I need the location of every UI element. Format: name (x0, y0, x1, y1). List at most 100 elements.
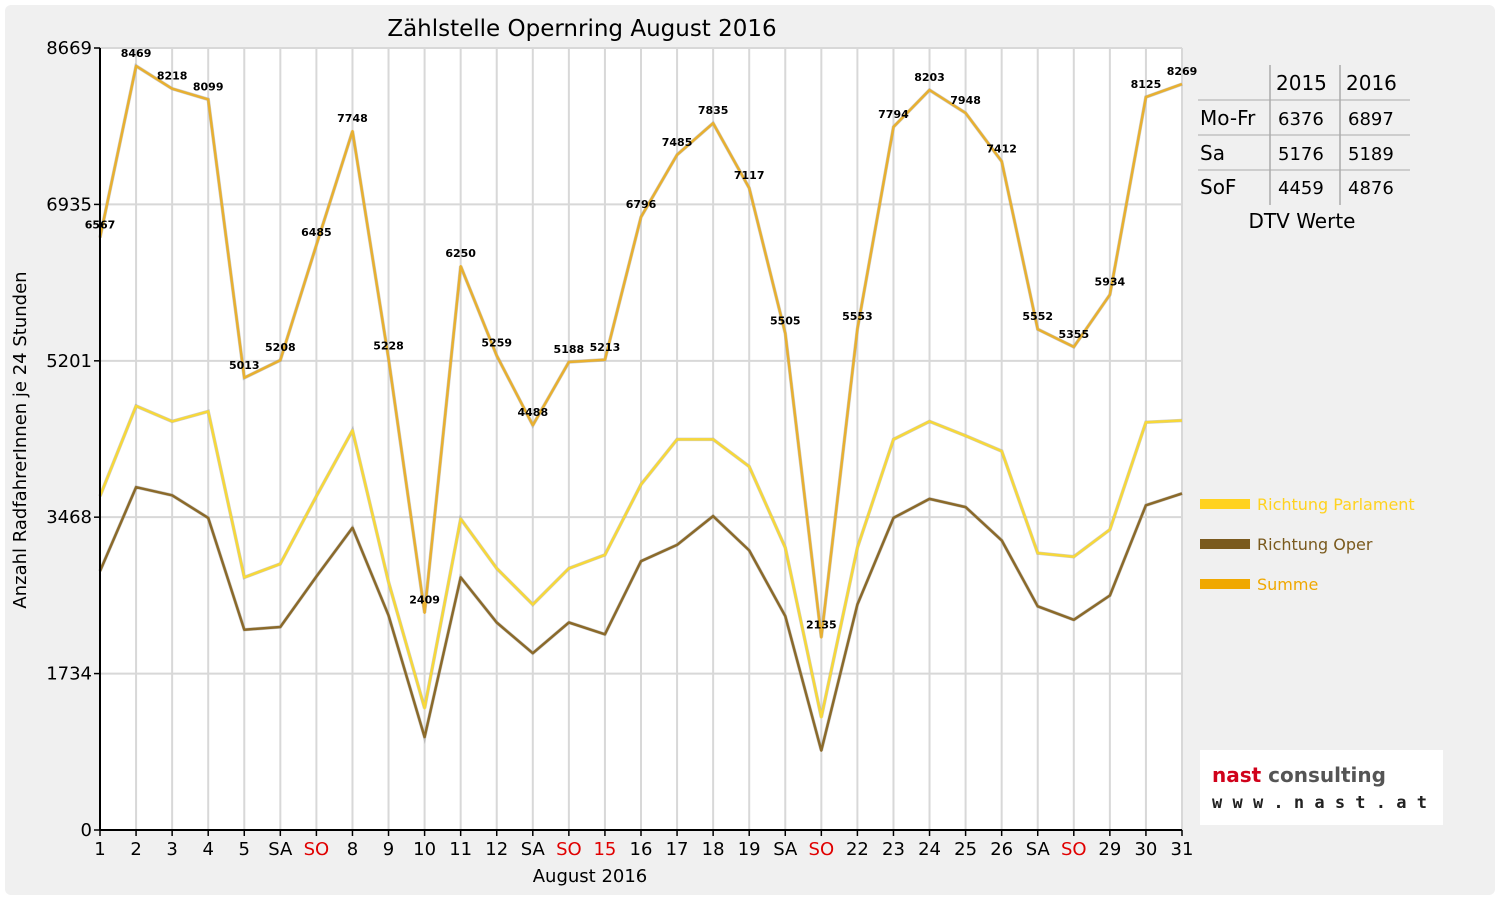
dtv-cell: 6897 (1348, 109, 1394, 130)
logo-name: nast consulting (1212, 763, 1386, 787)
logo-box (1200, 750, 1443, 825)
x-tick-label: 31 (1171, 839, 1194, 860)
dtv-cell: 4876 (1348, 178, 1394, 199)
data-label: 5188 (554, 343, 585, 356)
y-axis-title: Anzahl RadfahrerInnen je 24 Stunden (10, 271, 31, 608)
x-tick-label: 2 (130, 839, 141, 860)
x-tick-label: 8 (347, 839, 358, 860)
data-label: 6796 (626, 198, 657, 211)
legend-label: Richtung Parlament (1257, 495, 1415, 514)
data-label: 5228 (373, 339, 404, 352)
data-labels: 6567 8469 8218 8099 5013 5208 6485 7748 5228 2409… (85, 47, 1198, 631)
dtv-row-label: Mo-Fr (1200, 106, 1256, 130)
legend-swatch (1200, 579, 1250, 589)
legend: Richtung Parlament Richtung Oper Summe (1200, 495, 1415, 594)
x-tick-label: 29 (1098, 839, 1121, 860)
x-tick-label: SA (1026, 839, 1051, 860)
x-tick-label: SO (1061, 839, 1087, 860)
data-label: 7835 (698, 104, 729, 117)
dtv-cell: 4459 (1278, 178, 1324, 199)
y-tick-label: 8669 (46, 38, 92, 59)
x-tick-label: 10 (413, 839, 436, 860)
data-label: 5013 (229, 359, 260, 372)
y-tick-label: 1734 (46, 664, 92, 685)
data-label: 8269 (1167, 65, 1198, 78)
x-tick-label: SA (773, 839, 798, 860)
data-label: 7794 (878, 108, 909, 121)
data-label: 5934 (1095, 276, 1126, 289)
x-tick-label: 22 (846, 839, 869, 860)
x-tick-label: SO (809, 839, 835, 860)
x-tick-label: SO (556, 839, 582, 860)
dtv-cell: 5176 (1278, 144, 1324, 165)
legend-label: Summe (1257, 575, 1318, 594)
series-layer (98, 63, 1183, 752)
data-label: 7485 (662, 136, 693, 149)
data-label: 8469 (121, 47, 152, 60)
dtv-cell: 5189 (1348, 144, 1394, 165)
x-tick-label: 1 (94, 839, 105, 860)
data-label: 7948 (950, 94, 981, 107)
x-tick-label: 17 (666, 839, 689, 860)
x-tick-label: 18 (702, 839, 725, 860)
data-label: 5259 (481, 337, 512, 350)
data-label: 8218 (157, 70, 188, 83)
series-line (98, 404, 1183, 719)
data-label: 7117 (734, 169, 765, 182)
dtv-row-label: SoF (1200, 175, 1236, 199)
dtv-cell: 6376 (1278, 109, 1324, 130)
x-tick-label: 26 (990, 839, 1013, 860)
x-tick-label: 23 (882, 839, 905, 860)
dtv-header-2016: 2016 (1346, 71, 1397, 95)
x-tick-label: 4 (202, 839, 213, 860)
y-tick-label: 3468 (46, 507, 92, 528)
series-line (98, 485, 1183, 752)
legend-swatch (1200, 499, 1250, 509)
data-label: 8125 (1131, 78, 1162, 91)
y-tick-label: 0 (81, 820, 92, 841)
legend-swatch (1200, 539, 1250, 549)
x-tick-label: 15 (593, 839, 616, 860)
series-line (98, 64, 1183, 639)
x-tick-label: 24 (918, 839, 941, 860)
x-tick-label: 16 (630, 839, 653, 860)
logo: nast consulting w w w . n a s t . a t (1200, 750, 1443, 825)
data-label: 5505 (770, 314, 801, 327)
x-tick-label: 11 (449, 839, 472, 860)
data-label: 7748 (337, 112, 368, 125)
dtv-header-2015: 2015 (1276, 71, 1327, 95)
data-label: 6567 (85, 219, 116, 232)
data-label: 8099 (193, 80, 224, 93)
chart-title: Zählstelle Opernring August 2016 (387, 16, 776, 42)
data-label: 7412 (986, 142, 1017, 155)
x-tick-label: SA (268, 839, 293, 860)
x-tick-label: 19 (738, 839, 761, 860)
y-tick-label: 6935 (46, 194, 92, 215)
data-label: 5553 (842, 310, 873, 323)
x-tick-label: 30 (1134, 839, 1157, 860)
x-tick-label: SA (521, 839, 546, 860)
grid (100, 47, 1183, 830)
data-label: 4488 (517, 406, 548, 419)
data-label: 6485 (301, 226, 332, 239)
dtv-caption: DTV Werte (1249, 209, 1356, 233)
logo-url: w w w . n a s t . a t (1212, 793, 1427, 813)
data-label: 8203 (914, 71, 945, 84)
x-tick-label: 25 (954, 839, 977, 860)
data-label: 2135 (806, 618, 837, 631)
data-label: 5208 (265, 341, 296, 354)
dtv-table: 2015 2016 Mo-Fr 6376 6897 Sa 5176 5189 S… (1198, 65, 1410, 233)
x-tick-label: 12 (485, 839, 508, 860)
x-tick-label: 5 (239, 839, 250, 860)
x-axis-title: August 2016 (533, 866, 648, 887)
data-label: 5355 (1058, 328, 1089, 341)
x-tick-label: SO (304, 839, 330, 860)
data-label: 5213 (590, 341, 621, 354)
y-tick-label: 5201 (46, 351, 92, 372)
x-tick-label: 3 (166, 839, 177, 860)
dtv-row-label: Sa (1200, 141, 1225, 165)
x-tick-label: 9 (383, 839, 394, 860)
